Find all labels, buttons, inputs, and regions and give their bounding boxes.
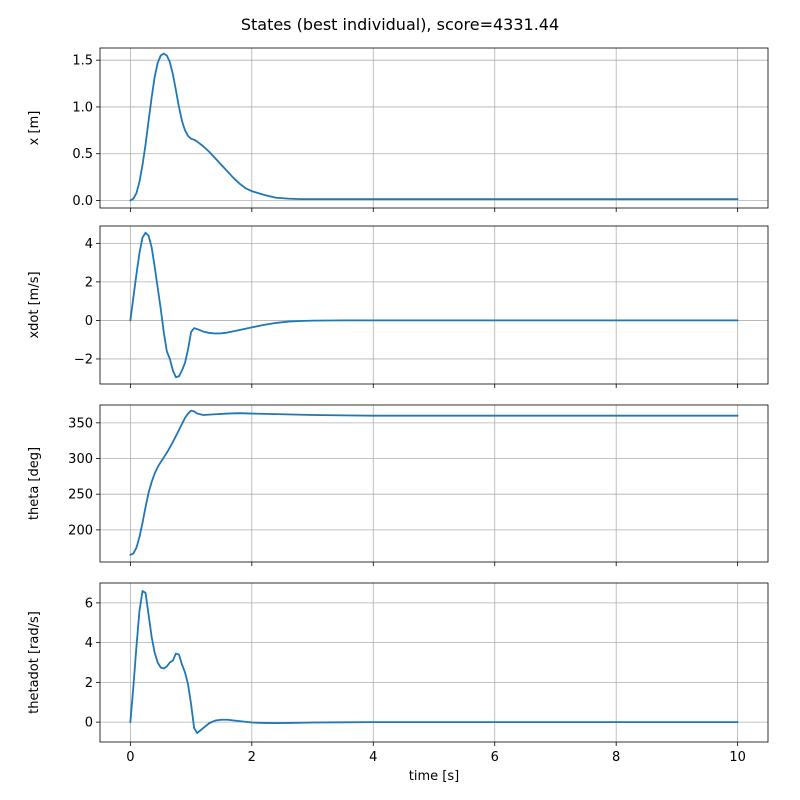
- ytick-label-2: 4: [85, 636, 93, 651]
- ytick-label-1: 2: [85, 676, 93, 691]
- subplot-2: −2 0 2 4 xdot [m/s]: [27, 225, 769, 388]
- grid-lines: [100, 226, 768, 384]
- series-line: [129, 52, 739, 202]
- x-axis-label: time [s]: [409, 769, 459, 784]
- subplot-1: 0.0 0.5 1.0 1.5 x [m]: [27, 47, 769, 212]
- series-line: [129, 409, 739, 556]
- axes-frame: [99, 404, 769, 563]
- axes-frame: [99, 582, 769, 743]
- ytick-label-1: 0: [85, 314, 93, 329]
- grid-lines: [100, 405, 768, 562]
- y-axis-label: thetadot [rad/s]: [27, 611, 42, 714]
- axes-frame: [99, 47, 769, 209]
- ytick-label-2: 2: [85, 275, 93, 290]
- series-line: [129, 231, 739, 379]
- ytick-label-1: 0.5: [72, 147, 93, 162]
- y-axis-label: theta [deg]: [27, 447, 42, 520]
- xtick-label-5: 10: [729, 750, 746, 765]
- ytick-label-2: 1.0: [72, 100, 93, 115]
- ytick-label-0: 200: [68, 523, 93, 538]
- ytick-label-3: 1.5: [72, 54, 93, 69]
- grid-lines: [100, 48, 768, 208]
- ytick-label-2: 300: [68, 452, 93, 467]
- subplot-4: 0 2 4 6 8 10 0 2 4 6 thetadot [rad/s] time [s]: [27, 582, 769, 784]
- xtick-label-4: 8: [612, 750, 620, 765]
- ytick-label-0: 0.0: [72, 194, 93, 209]
- xtick-label-0: 0: [126, 750, 134, 765]
- ytick-label-0: 0: [85, 716, 93, 731]
- series-line: [129, 590, 739, 734]
- ytick-label-3: 4: [85, 237, 93, 252]
- ytick-label-3: 350: [68, 416, 93, 431]
- figure-title: States (best individual), score=4331.44: [241, 15, 559, 34]
- ytick-label-3: 6: [85, 596, 93, 611]
- ytick-label-0: −2: [74, 352, 93, 367]
- xtick-label-1: 2: [248, 750, 256, 765]
- y-axis-label: x [m]: [27, 111, 42, 146]
- y-axis-label: xdot [m/s]: [27, 271, 42, 338]
- subplot-3: 200 250 300 350 theta [deg]: [27, 404, 769, 566]
- axes-frame: [99, 225, 769, 385]
- ytick-label-1: 250: [68, 488, 93, 503]
- xtick-label-3: 6: [491, 750, 499, 765]
- xtick-label-2: 4: [369, 750, 377, 765]
